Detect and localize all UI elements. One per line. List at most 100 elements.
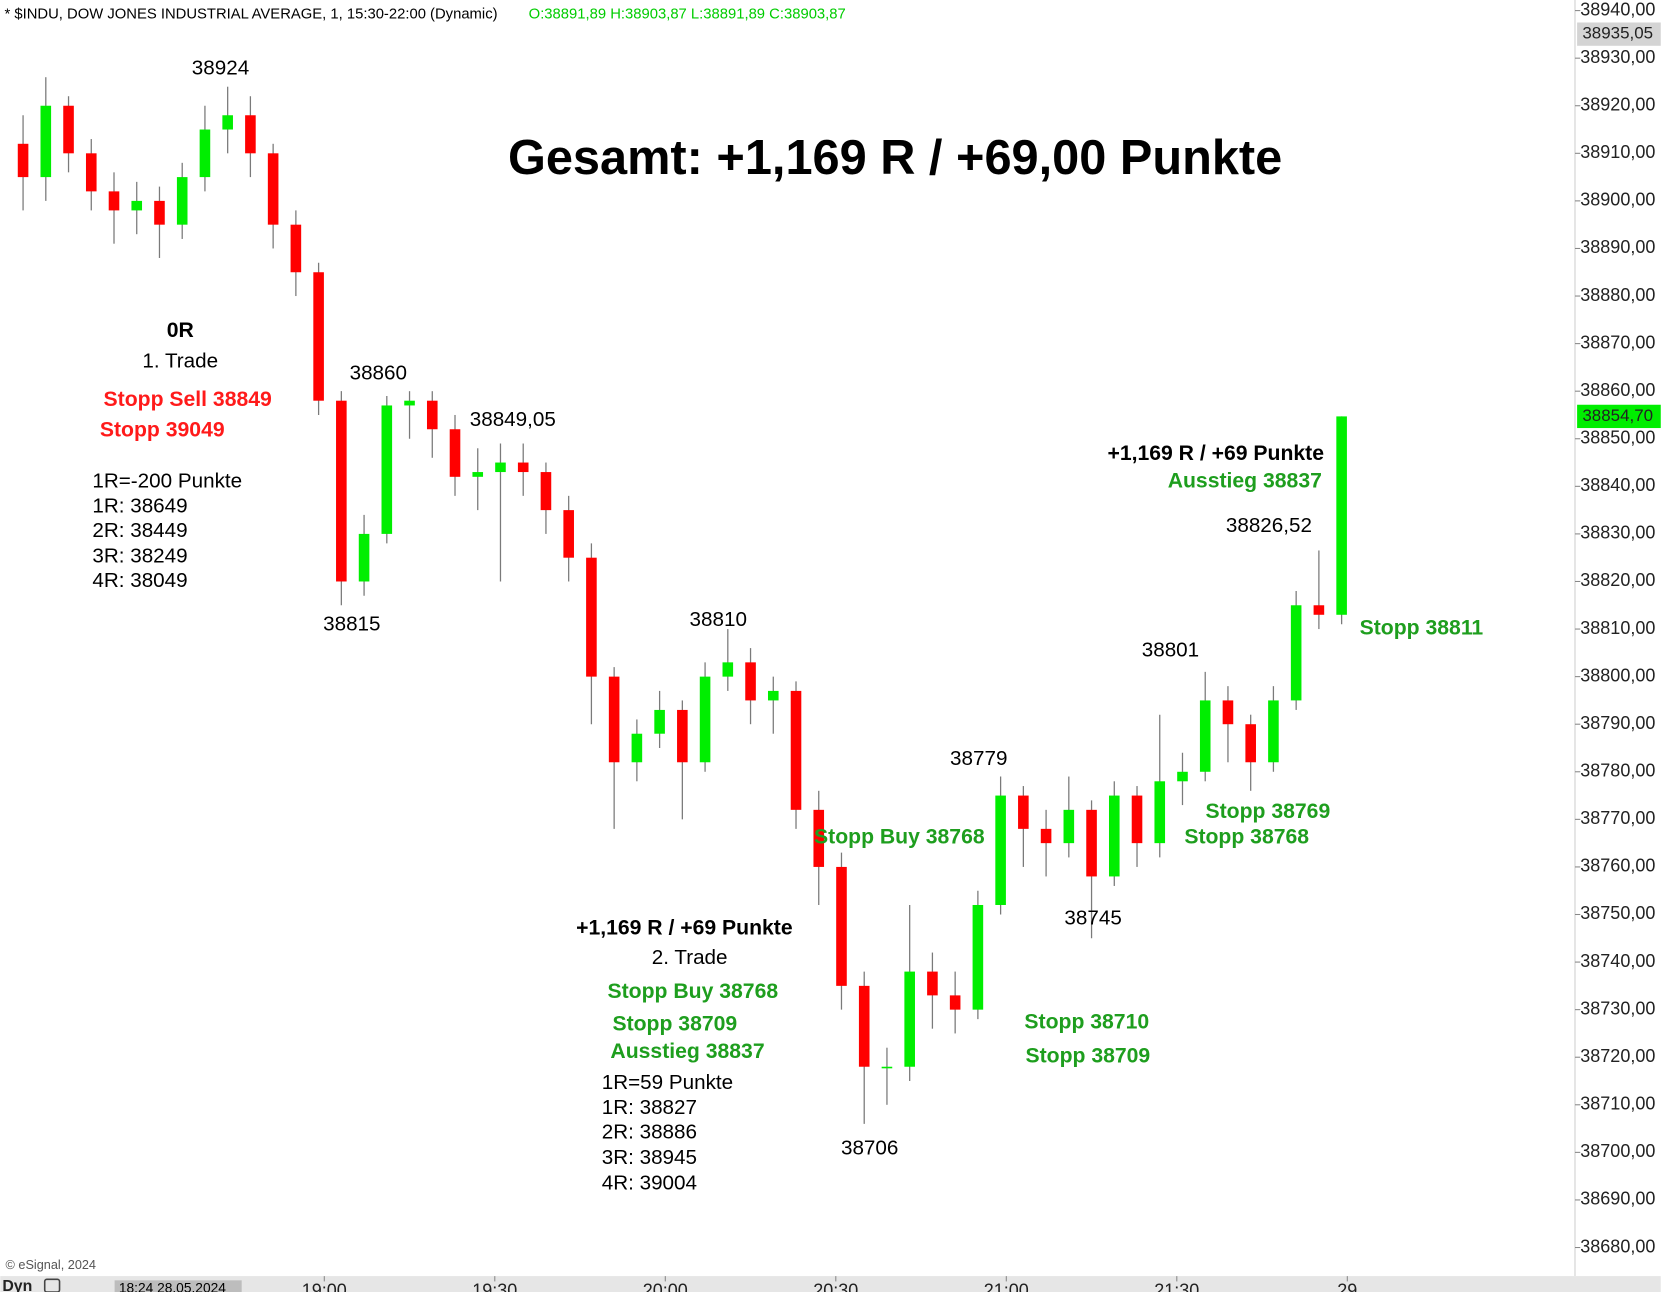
y-tick-label: 38740,00 [1580,951,1655,971]
annotation: +1,169 R / +69 Punkte [576,916,793,939]
candle-body [677,709,688,763]
y-tick-label: 38870,00 [1580,332,1655,352]
annotation: Stopp 38710 [1024,1011,1149,1034]
annotation: Stopp 38811 [1360,617,1484,640]
candle-body [927,971,938,996]
candle-body [1131,795,1143,844]
annotation: Stopp Sell 38849 [104,388,272,411]
candle-body [17,143,29,178]
candle-body [381,405,393,534]
annotation: 4R: 39004 [602,1171,697,1194]
y-tick-label: 38810,00 [1580,618,1655,638]
y-tick-label: 38800,00 [1580,665,1655,685]
annotation: 4R: 38049 [92,569,187,592]
annotation: Stopp 38768 [1184,825,1309,848]
y-tick-label: 38900,00 [1580,190,1655,210]
annotation: 2R: 38449 [92,519,187,542]
candle-body [836,866,847,986]
candle-body [404,400,415,406]
annotation: 1R: 38827 [602,1096,697,1119]
candle-body [904,971,915,1067]
annotation: Stopp Buy 38768 [608,980,779,1003]
candle-body [995,795,1006,905]
candle-body [85,153,97,192]
annotation: Stopp 39049 [100,419,225,442]
candle-body [654,709,665,734]
x-tick-label: 21:30 [1154,1281,1199,1292]
candle-body [313,272,324,401]
candle-body [40,105,52,178]
candle-body [199,129,211,178]
annotation: 38801 [1142,639,1199,662]
header-title: * $INDU, DOW JONES INDUSTRIAL AVERAGE, 1… [4,7,497,23]
candle-body [1268,700,1279,763]
x-tick-label: 20:30 [813,1281,858,1292]
candle-body [290,224,302,273]
price-marker-box [1577,22,1661,46]
candle-body [1040,828,1052,844]
candle-body [1018,795,1029,829]
candle-body [858,985,870,1067]
price-axis-panel [1574,0,1661,1292]
lock-icon [43,1278,61,1292]
candle-body [1177,771,1188,782]
cursor-label-box [114,1280,242,1292]
annotation: 38815 [323,612,380,635]
annotation: 38826,52 [1226,514,1312,537]
y-tick-label: 38780,00 [1580,761,1655,781]
y-tick-label: 38790,00 [1580,713,1655,733]
y-tick-label: 38760,00 [1580,856,1655,876]
candle-body [745,662,756,701]
y-tick-label: 38920,00 [1580,94,1655,114]
candle-body [949,995,961,1010]
candle-body [336,400,347,582]
annotation: 0R [167,319,194,342]
annotation: Stopp 38709 [1025,1044,1150,1067]
annotation: 3R: 38945 [602,1146,697,1169]
candle-body [222,115,233,130]
candle-body [1154,781,1166,844]
x-tick-label: 19:00 [302,1281,347,1292]
annotation: 3R: 38249 [92,544,187,567]
candle-body [1290,605,1302,701]
annotation: 1R=-200 Punkte [92,469,242,492]
candle-body [267,153,279,225]
candle-body [608,676,620,763]
annotation: Stopp 38769 [1206,800,1331,823]
candle-body [813,809,825,867]
candle-body [722,662,734,677]
candle-body [790,690,802,810]
annotation: Ausstieg 38837 [1168,469,1322,492]
annotation: 38924 [192,56,249,79]
candle-body [1108,795,1120,877]
annotation: 38706 [841,1136,898,1159]
candle-body [154,200,165,225]
annotation: 38860 [350,361,407,384]
x-tick-label: 29 [1337,1281,1357,1292]
y-tick-label: 38940,00 [1580,0,1655,19]
y-tick-label: 38770,00 [1580,808,1655,828]
y-tick-label: 38720,00 [1580,1046,1655,1066]
candle-body [1199,700,1211,772]
y-tick-label: 38690,00 [1580,1189,1655,1209]
y-tick-label: 38730,00 [1580,998,1655,1018]
candle-body [1086,809,1097,877]
annotation: Ausstieg 38837 [610,1040,764,1063]
candle-body [449,429,461,477]
candle-body [972,904,984,1010]
candle-body [358,533,370,582]
y-tick-label: 38910,00 [1580,142,1655,162]
y-tick-label: 38930,00 [1580,47,1655,67]
candle-body [131,200,143,211]
y-tick-label: 38840,00 [1580,475,1655,495]
copyright: © eSignal, 2024 [6,1258,96,1272]
annotation: 38745 [1064,907,1121,930]
annotation: 38810 [690,608,747,631]
y-tick-label: 38880,00 [1580,285,1655,305]
annotation: 38779 [950,747,1007,770]
candle-body [540,472,552,511]
x-tick-label: 20:00 [643,1281,688,1292]
x-tick-label: 21:00 [984,1281,1029,1292]
